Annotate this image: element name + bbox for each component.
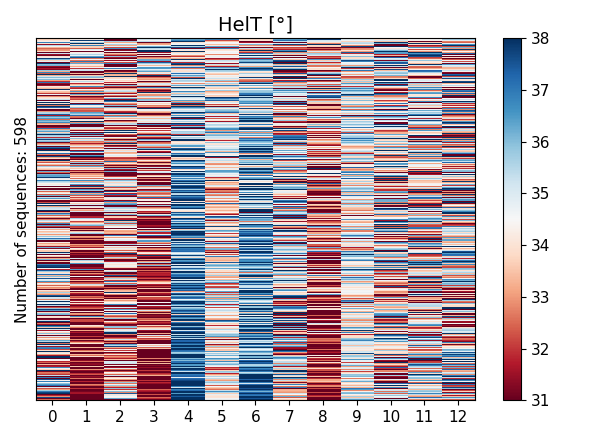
- Title: HelT [°]: HelT [°]: [218, 15, 293, 34]
- Y-axis label: Number of sequences: 598: Number of sequences: 598: [15, 116, 30, 323]
